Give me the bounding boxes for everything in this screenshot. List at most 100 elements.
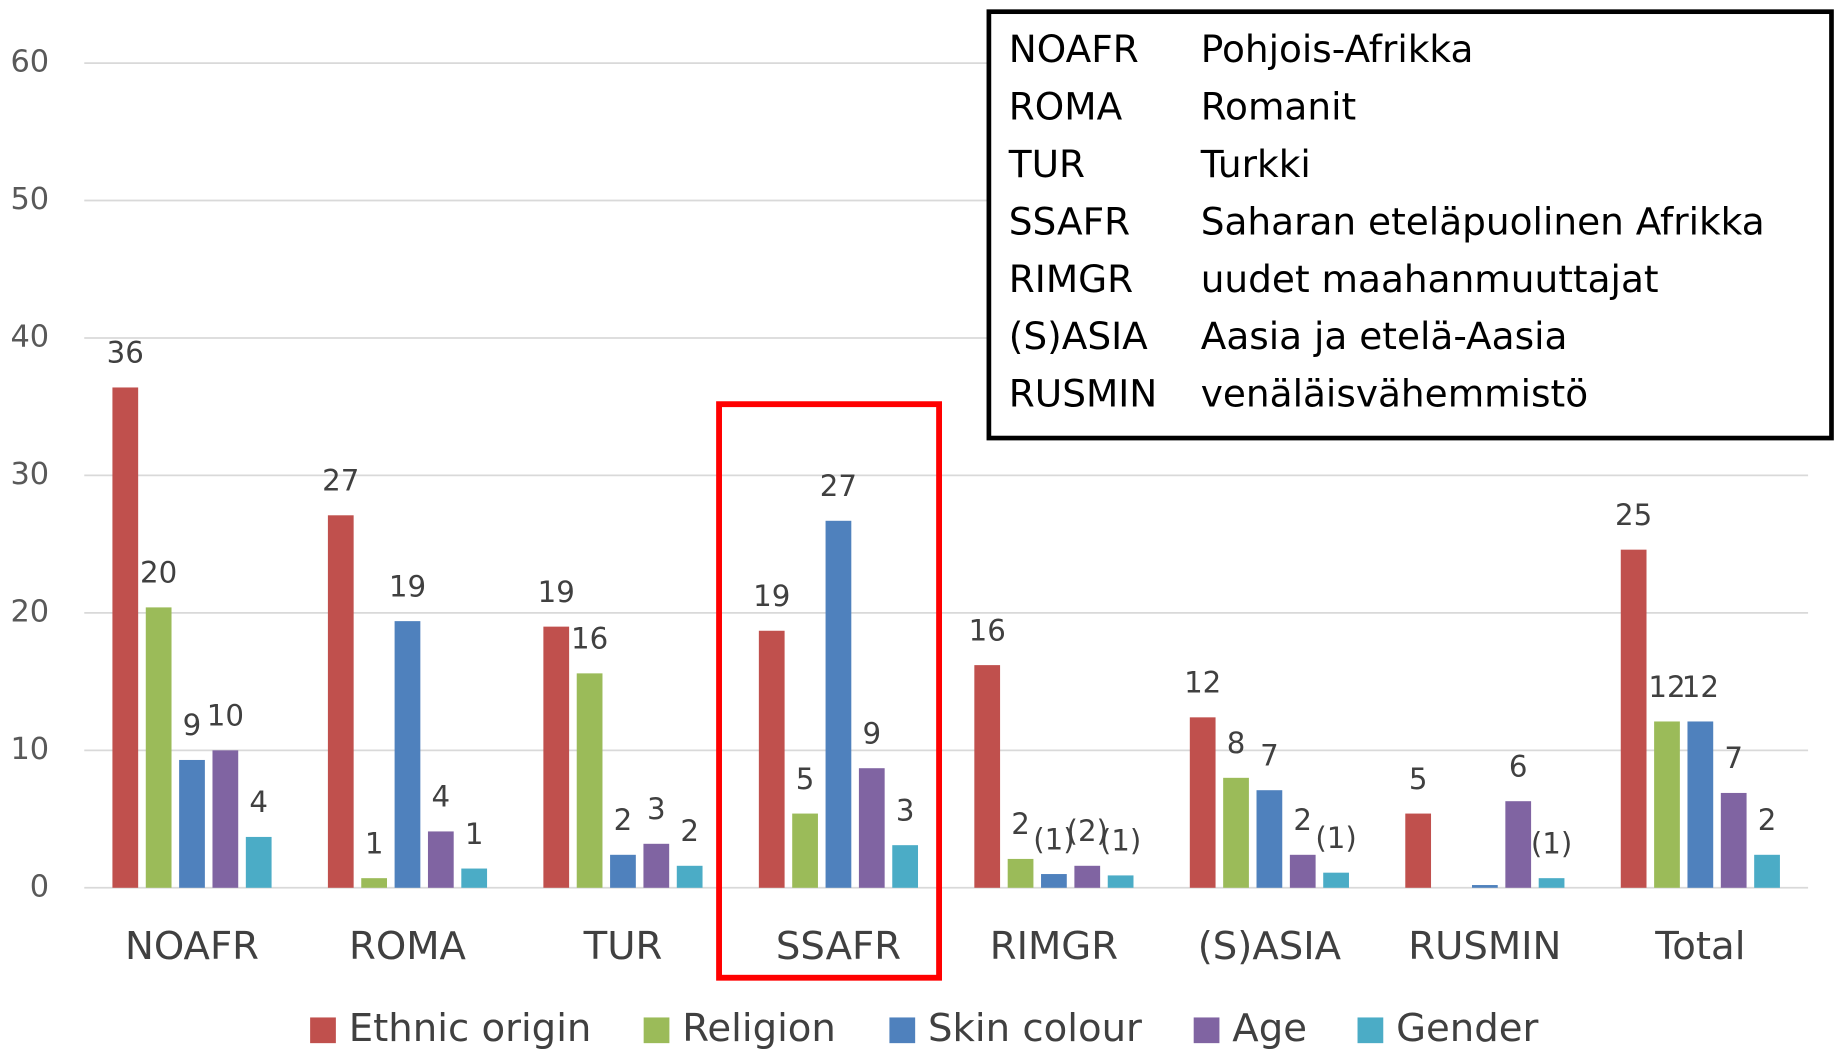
abbreviation-name: venäläisvähemmistö (1201, 372, 1588, 416)
legend-label: Ethnic origin (349, 1006, 592, 1051)
legend-swatch (310, 1017, 336, 1044)
x-tick-label: SSAFR (776, 924, 901, 969)
bar (427, 831, 454, 888)
bar (145, 607, 172, 888)
data-label: 19 (389, 569, 426, 603)
legend-label: Religion (682, 1006, 836, 1051)
data-label: 27 (820, 469, 857, 503)
bar (1289, 854, 1316, 888)
data-label: 9 (862, 717, 881, 751)
data-label: 12 (1184, 666, 1221, 700)
x-tick-label: RUSMIN (1408, 924, 1561, 969)
abbreviation-name: Aasia ja etelä-Aasia (1201, 314, 1568, 358)
bar (1041, 874, 1067, 888)
bar (543, 626, 570, 888)
bar (1323, 872, 1349, 888)
x-tick-label: ROMA (349, 924, 467, 969)
bar (676, 865, 703, 888)
legend-label: Gender (1396, 1006, 1538, 1051)
abbreviation-name: Pohjois-Afrikka (1201, 27, 1474, 71)
y-tick-label: 10 (10, 732, 49, 767)
bar (1074, 865, 1101, 888)
y-tick-label: 20 (10, 594, 49, 629)
bar (1538, 878, 1565, 888)
bar (610, 854, 636, 888)
data-label: 27 (322, 464, 359, 498)
abbreviation-code: RIMGR (1009, 257, 1133, 301)
bar (1405, 813, 1432, 888)
bar (1107, 875, 1134, 888)
data-label: 10 (207, 699, 244, 733)
bar (179, 759, 205, 888)
bar (1720, 792, 1747, 888)
bar (112, 387, 139, 888)
x-tick-label: RIMGR (990, 924, 1118, 969)
data-label: 4 (249, 785, 268, 819)
data-label: (1) (1531, 826, 1572, 860)
bar (394, 621, 421, 888)
abbreviation-name: Saharan eteläpuolinen Afrikka (1201, 199, 1765, 243)
legend-swatch (643, 1017, 670, 1044)
data-label: 19 (538, 575, 575, 609)
data-label: 2 (1758, 803, 1777, 837)
bar (576, 673, 603, 888)
bar (1620, 549, 1647, 888)
legend-label: Skin colour (928, 1006, 1142, 1051)
legend-swatch (1357, 1017, 1384, 1044)
x-tick-label: Total (1654, 924, 1745, 969)
x-tick-label: TUR (583, 924, 663, 969)
data-label: 7 (1260, 739, 1279, 773)
bar (245, 836, 272, 888)
legend-label: Age (1232, 1006, 1307, 1051)
bar (974, 665, 1001, 888)
data-label: 16 (571, 622, 608, 656)
data-label: 2 (1293, 803, 1312, 837)
bar (1471, 885, 1498, 888)
data-label: 12 (1682, 670, 1719, 704)
bar (643, 843, 670, 888)
data-label: 5 (1409, 762, 1428, 796)
data-label: 2 (680, 814, 699, 848)
data-label: 3 (896, 793, 915, 827)
abbreviation-code: NOAFR (1009, 27, 1139, 71)
abbreviation-name: Turkki (1200, 142, 1311, 186)
data-label: 2 (1011, 807, 1030, 841)
abbreviation-code: (S)ASIA (1009, 314, 1148, 358)
data-label: 7 (1724, 741, 1743, 775)
data-label: 12 (1648, 670, 1685, 704)
bar (1189, 717, 1216, 888)
bar (1256, 790, 1283, 888)
abbreviation-code: ROMA (1009, 84, 1123, 128)
bar (1754, 854, 1780, 888)
bar (758, 630, 785, 888)
data-label: (2) (1067, 814, 1108, 848)
abbreviation-code: SSAFR (1009, 199, 1130, 243)
y-tick-label: 40 (10, 319, 49, 354)
abbreviation-code: TUR (1008, 142, 1085, 186)
data-label: 9 (183, 708, 202, 742)
abbreviation-box (986, 9, 1834, 441)
data-label: 4 (432, 780, 451, 814)
data-label: 1 (365, 826, 384, 860)
y-tick-label: 50 (10, 182, 49, 217)
bar (212, 750, 239, 888)
bar (858, 768, 885, 888)
x-tick-label: (S)ASIA (1198, 924, 1342, 969)
y-tick-label: 0 (30, 869, 49, 904)
data-label: 19 (753, 579, 790, 613)
abbreviation-name: uudet maahanmuuttajat (1201, 257, 1659, 301)
data-label: 25 (1615, 498, 1652, 532)
bar (1007, 858, 1034, 888)
bar (825, 520, 852, 888)
legend-swatch (889, 1017, 916, 1044)
bar (792, 813, 818, 888)
bar (361, 878, 387, 888)
legend-swatch (1193, 1017, 1220, 1044)
bar (327, 515, 354, 888)
bar (1223, 777, 1249, 888)
data-label: (1) (1100, 824, 1141, 858)
data-label: 36 (107, 336, 144, 370)
bar (1687, 721, 1714, 888)
abbreviation-name: Romanit (1201, 84, 1356, 128)
